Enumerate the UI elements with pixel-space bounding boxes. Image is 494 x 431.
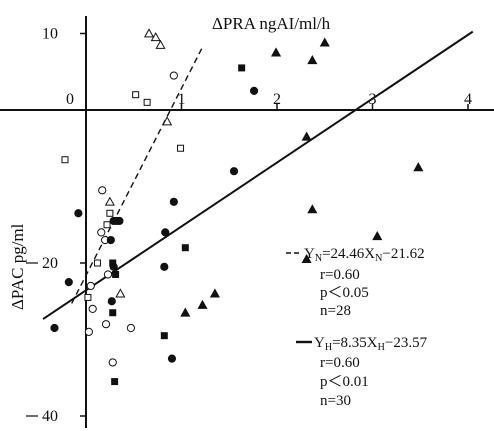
data-point <box>64 278 73 287</box>
solid-line-stat: n=30 <box>320 393 351 409</box>
data-point <box>109 309 117 317</box>
data-point <box>109 259 117 267</box>
data-point <box>319 37 330 47</box>
data-point <box>209 288 220 298</box>
data-point <box>97 228 106 237</box>
data-point <box>143 98 151 106</box>
data-point <box>106 235 115 245</box>
x-tick-label: 4 <box>464 91 472 108</box>
y-tick-label: 10 <box>42 26 58 43</box>
data-point <box>103 221 111 229</box>
data-point <box>301 131 312 141</box>
data-point <box>132 91 140 99</box>
data-point <box>181 244 189 252</box>
data-point <box>111 378 119 386</box>
data-point <box>103 270 113 279</box>
data-point <box>98 186 107 195</box>
data-point <box>107 297 116 306</box>
data-point <box>106 209 114 217</box>
data-point <box>112 270 120 278</box>
data-point <box>169 71 178 80</box>
solid-line-stat: p＜0.01 <box>320 374 369 390</box>
data-point <box>162 116 173 126</box>
data-point <box>84 327 93 336</box>
data-point <box>93 259 101 267</box>
x-tick-label: 1 <box>178 91 186 108</box>
data-point <box>270 47 282 57</box>
dashed-line-equation: YN=24.46XN−21.62 <box>304 246 425 264</box>
data-point <box>74 209 83 218</box>
data-point <box>104 196 115 206</box>
data-point <box>115 288 126 298</box>
axes: 01234102040 <box>0 16 494 428</box>
data-point <box>307 204 318 214</box>
data-point <box>177 144 185 152</box>
x-tick-label: 0 <box>66 91 74 108</box>
dashed-regression-line <box>71 46 204 304</box>
data-point <box>301 253 312 264</box>
y-axis-label: ΔPAC pg/ml <box>8 223 27 310</box>
dashed-line-stat: p＜0.05 <box>320 285 369 301</box>
data-point <box>150 32 161 42</box>
data-point <box>197 299 208 309</box>
dashed-line-stat: r=0.60 <box>320 267 360 283</box>
x-axis-label: ΔPRA ngAI/ml/h <box>212 14 331 33</box>
data-point <box>229 167 239 176</box>
dashed-line-stat: n=28 <box>320 303 351 319</box>
data-point <box>61 156 69 164</box>
data-point <box>307 55 318 65</box>
solid-line-stat: r=0.60 <box>320 355 360 371</box>
data-point <box>86 281 95 291</box>
data-point <box>160 262 169 271</box>
data-point <box>88 304 97 313</box>
data-point <box>50 323 59 333</box>
data-point <box>84 293 92 301</box>
y-tick-label: 20 <box>42 255 58 272</box>
data-point <box>167 354 177 363</box>
legend: YN=24.46XN−21.62 r=0.60 p＜0.05 n=28 YH=8.35X… <box>286 246 428 409</box>
data-point <box>161 228 170 237</box>
data-point <box>180 307 191 317</box>
x-tick-label: 2 <box>273 91 281 108</box>
data-point <box>101 320 111 329</box>
data-point <box>143 28 155 38</box>
data-point <box>372 230 383 241</box>
data-point <box>238 64 246 72</box>
data-point <box>115 216 124 226</box>
solid-line-equation: YH=8.35XH−23.57 <box>314 335 428 353</box>
data-points <box>50 28 424 386</box>
y-tick-label: 40 <box>42 408 58 425</box>
data-point <box>169 197 178 206</box>
data-point <box>108 358 117 367</box>
data-point <box>155 39 166 49</box>
data-point <box>160 332 168 340</box>
labels: ΔPRA ngAI/ml/h ΔPAC pg/ml <box>8 14 331 310</box>
data-point <box>413 162 424 172</box>
data-point <box>249 86 259 95</box>
data-point <box>126 323 135 333</box>
